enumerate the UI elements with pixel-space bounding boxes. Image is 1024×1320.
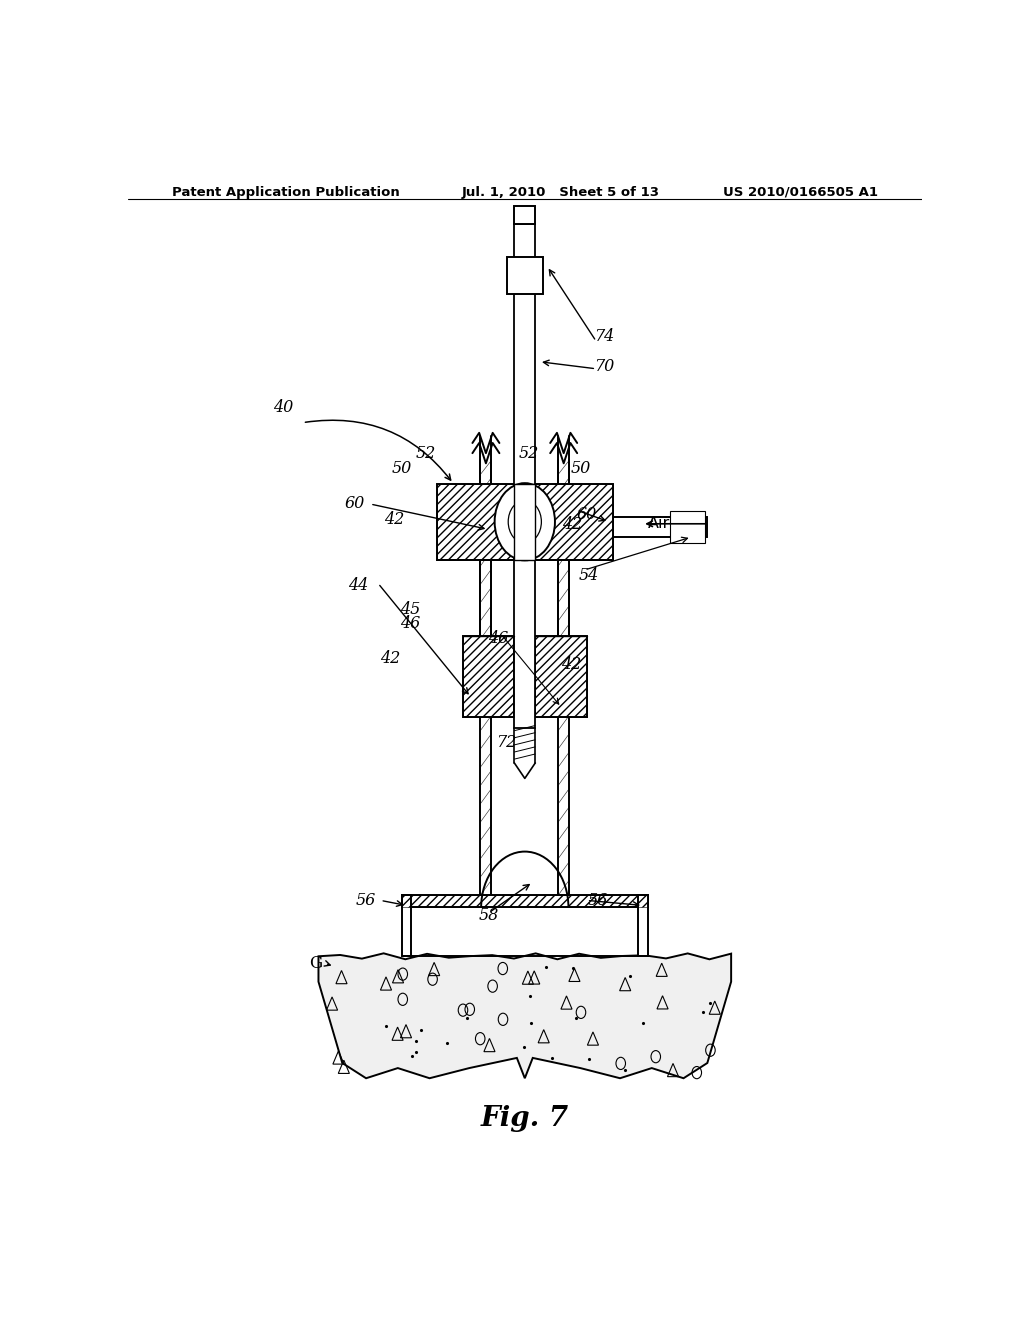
Text: 56: 56 [588, 892, 608, 909]
Bar [436, 483, 514, 560]
Text: 72: 72 [497, 734, 517, 751]
Text: 50: 50 [570, 459, 591, 477]
Polygon shape [318, 953, 731, 1078]
Bar [463, 636, 514, 718]
Text: 74: 74 [594, 327, 614, 345]
Bar [536, 636, 587, 718]
Text: 45: 45 [399, 601, 420, 618]
Text: 70: 70 [594, 358, 614, 375]
Bar [536, 483, 613, 560]
Bar [463, 636, 514, 718]
Text: 52: 52 [518, 445, 539, 462]
Bar [536, 636, 587, 718]
Bar [514, 483, 536, 560]
Text: 44: 44 [348, 577, 369, 594]
Bar [401, 895, 648, 907]
Text: Jul. 1, 2010   Sheet 5 of 13: Jul. 1, 2010 Sheet 5 of 13 [461, 186, 659, 199]
Text: 50: 50 [391, 459, 412, 477]
Bar [436, 483, 514, 560]
Text: 56: 56 [356, 892, 376, 909]
Text: 46: 46 [399, 615, 420, 632]
Text: 58: 58 [478, 907, 499, 924]
Text: 54: 54 [579, 566, 598, 583]
Text: 52: 52 [416, 445, 436, 462]
Text: 42: 42 [561, 656, 581, 673]
Bar [613, 516, 708, 537]
Text: Fig. 7: Fig. 7 [480, 1105, 569, 1133]
Text: 46: 46 [488, 630, 509, 647]
Bar [670, 511, 706, 543]
Text: 42: 42 [385, 511, 404, 528]
Bar [401, 895, 412, 956]
Text: Patent Application Publication: Patent Application Publication [172, 186, 399, 199]
Text: Air: Air [648, 516, 670, 531]
Text: 42: 42 [380, 649, 400, 667]
Text: 40: 40 [272, 399, 293, 416]
Circle shape [508, 500, 542, 543]
Bar [401, 895, 648, 907]
Text: G: G [309, 954, 323, 972]
Text: 60: 60 [577, 506, 597, 523]
Text: 60: 60 [344, 495, 365, 512]
Bar [507, 257, 543, 293]
Text: 42: 42 [562, 516, 583, 533]
Bar [514, 206, 536, 224]
Text: US 2010/0166505 A1: US 2010/0166505 A1 [723, 186, 878, 199]
Bar [514, 224, 536, 727]
Circle shape [495, 483, 555, 561]
Bar [638, 895, 648, 956]
Bar [536, 483, 613, 560]
